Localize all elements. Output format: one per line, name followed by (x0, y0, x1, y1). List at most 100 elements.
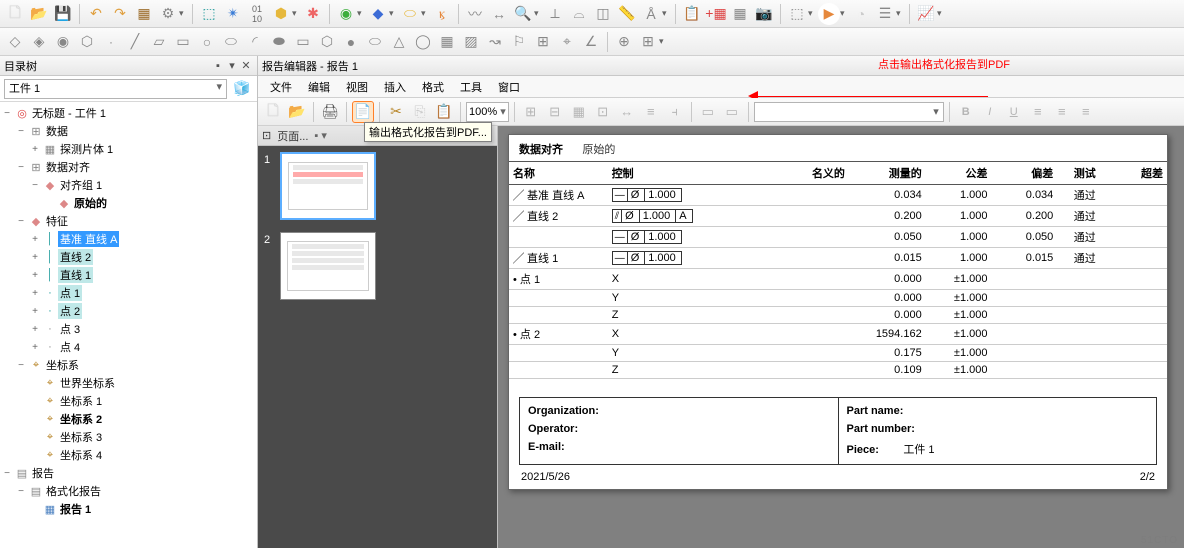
copy-icon[interactable]: ⎘ (409, 101, 431, 123)
cylinder2-icon[interactable]: ⬭ (364, 31, 386, 53)
thumb-page-2[interactable]: 2 (264, 232, 491, 300)
tree-node-data[interactable]: −⊞数据 (0, 122, 257, 140)
italic-icon[interactable]: I (979, 101, 1001, 123)
cs-icon[interactable]: ⌖ (556, 31, 578, 53)
tree-node-line1[interactable]: +│直线 1 (0, 266, 257, 284)
burst-icon[interactable]: ✴ (222, 3, 244, 25)
box-icon[interactable]: ⬚ (786, 3, 808, 25)
tree-node-report1[interactable]: ▦报告 1 (0, 500, 257, 518)
clipboard-icon[interactable]: 📋 (681, 3, 703, 25)
close-icon[interactable]: ✕ (239, 59, 253, 72)
menu-edit[interactable]: 编辑 (308, 79, 330, 95)
fmt-btn[interactable]: ↔ (616, 101, 638, 123)
measure-icon[interactable]: ⟂ (544, 3, 566, 25)
save-icon[interactable]: 💾 (52, 3, 74, 25)
open-icon[interactable]: 📂 (28, 3, 50, 25)
redo-icon[interactable]: ↷ (109, 3, 131, 25)
undo-icon[interactable]: ↶ (85, 3, 107, 25)
cone-icon[interactable]: △ (388, 31, 410, 53)
tree-node-baseline-a[interactable]: +│基准 直线 A (0, 230, 257, 248)
fmt-btn[interactable]: ⊡ (592, 101, 614, 123)
angle-icon[interactable]: ∠ (580, 31, 602, 53)
torus-icon[interactable]: ◯ (412, 31, 434, 53)
dropdown-icon[interactable]: ▾ (421, 8, 429, 19)
pin-icon[interactable]: ▪ (211, 60, 225, 72)
plane-icon[interactable]: ▱ (148, 31, 170, 53)
paste-icon[interactable]: 📋 (433, 101, 455, 123)
rect-icon[interactable]: ▭ (292, 31, 314, 53)
dropdown-icon[interactable]: ▾ (389, 8, 397, 19)
menu-format[interactable]: 格式 (422, 79, 444, 95)
open-icon[interactable]: 📂 (286, 101, 308, 123)
poly-icon[interactable]: ⬡ (316, 31, 338, 53)
cube-view-icon[interactable]: 🧊 (231, 78, 253, 100)
cube-green-icon[interactable]: ◉ (335, 3, 357, 25)
shape3-icon[interactable]: ◉ (52, 31, 74, 53)
fmt-btn[interactable]: ⫞ (664, 101, 686, 123)
menu-window[interactable]: 窗口 (498, 79, 520, 95)
fmt-btn[interactable]: ▦ (568, 101, 590, 123)
piece-select[interactable]: 工件 1▾ (4, 79, 227, 99)
align-right-icon[interactable]: ≡ (1075, 101, 1097, 123)
curve-icon[interactable]: 〰 (464, 3, 486, 25)
menu-file[interactable]: 文件 (270, 79, 292, 95)
dropdown-icon[interactable]: ▾ (225, 59, 239, 72)
zoom-select[interactable]: 100% ▾ (466, 102, 509, 122)
tree-node-worldcs[interactable]: ⌖世界坐标系 (0, 374, 257, 392)
matrix-icon[interactable]: 0110 (246, 3, 268, 25)
cube-icon[interactable]: ⬢ (270, 3, 292, 25)
surf-icon[interactable]: ▦ (436, 31, 458, 53)
sphere-icon[interactable]: ● (340, 31, 362, 53)
tree-node-features[interactable]: −◆特征 (0, 212, 257, 230)
tree-node-cs[interactable]: −⌖坐标系 (0, 356, 257, 374)
compass-icon[interactable]: Å (640, 3, 662, 25)
tree-node-raw[interactable]: ◆原始的 (0, 194, 257, 212)
tree-node-cs4[interactable]: ⌖坐标系 4 (0, 446, 257, 464)
dimension-icon[interactable]: ↔ (488, 3, 510, 25)
style-select[interactable]: ▾ (754, 102, 944, 122)
play-icon[interactable]: ▶ (818, 3, 840, 25)
tree-node-line2[interactable]: +│直线 2 (0, 248, 257, 266)
caliper-icon[interactable]: ⌓ (568, 3, 590, 25)
flag-icon[interactable]: ⚐ (508, 31, 530, 53)
star-icon[interactable]: ✱ (302, 3, 324, 25)
arc-icon[interactable]: ◜ (244, 31, 266, 53)
page-area[interactable]: 数据对齐 原始的 名称 控制 名义的 测量的 公差 偏差 测试 (498, 126, 1184, 548)
path-icon[interactable]: ↝ (484, 31, 506, 53)
tree-node-reports[interactable]: −▤报告 (0, 464, 257, 482)
align-left-icon[interactable]: ≡ (1027, 101, 1049, 123)
ellipse-icon[interactable]: ⬭ (220, 31, 242, 53)
shape2-icon[interactable]: ◈ (28, 31, 50, 53)
dropdown-icon[interactable]: ▾ (662, 8, 670, 19)
settings-icon[interactable]: ⚙ (157, 3, 179, 25)
tree-node-fmtreports[interactable]: −▤格式化报告 (0, 482, 257, 500)
new-icon[interactable]: 🗋 (4, 3, 26, 25)
thumbnails-area[interactable]: 1 2 (258, 146, 497, 548)
table-icon[interactable]: ▦ (729, 3, 751, 25)
dropdown-icon[interactable]: ▾ (808, 8, 816, 19)
camera-icon[interactable]: 📷 (753, 3, 775, 25)
gauge-icon[interactable]: ◫ (592, 3, 614, 25)
underline-icon[interactable]: U (1003, 101, 1025, 123)
print-icon[interactable]: 🖨 (319, 101, 341, 123)
chart-icon[interactable]: 📈 (915, 3, 937, 25)
line-icon[interactable]: ╱ (124, 31, 146, 53)
dropdown-icon[interactable]: ▾ (659, 36, 667, 47)
bold-icon[interactable]: B (955, 101, 977, 123)
tree-node-pt4[interactable]: +·点 4 (0, 338, 257, 356)
inspect-icon[interactable]: 🔍 (512, 3, 534, 25)
aux2-icon[interactable]: ⊞ (637, 31, 659, 53)
fmt-btn[interactable]: ⊞ (520, 101, 542, 123)
cube-blue-icon[interactable]: ◆ (367, 3, 389, 25)
dropdown-icon[interactable]: ▾ (357, 8, 365, 19)
circle-icon[interactable]: ○ (196, 31, 218, 53)
fmt-btn[interactable]: ⊟ (544, 101, 566, 123)
timer-icon[interactable]: ◔ (850, 3, 872, 25)
new-icon[interactable]: 🗋 (262, 101, 284, 123)
tree-node-cs2[interactable]: ⌖坐标系 2 (0, 410, 257, 428)
tree-node-alignset[interactable]: −◆对齐组 1 (0, 176, 257, 194)
dropdown-icon[interactable]: ▾ (179, 8, 187, 19)
menu-tools[interactable]: 工具 (460, 79, 482, 95)
dropdown-icon[interactable]: ▾ (534, 8, 542, 19)
point-icon[interactable]: · (100, 31, 122, 53)
